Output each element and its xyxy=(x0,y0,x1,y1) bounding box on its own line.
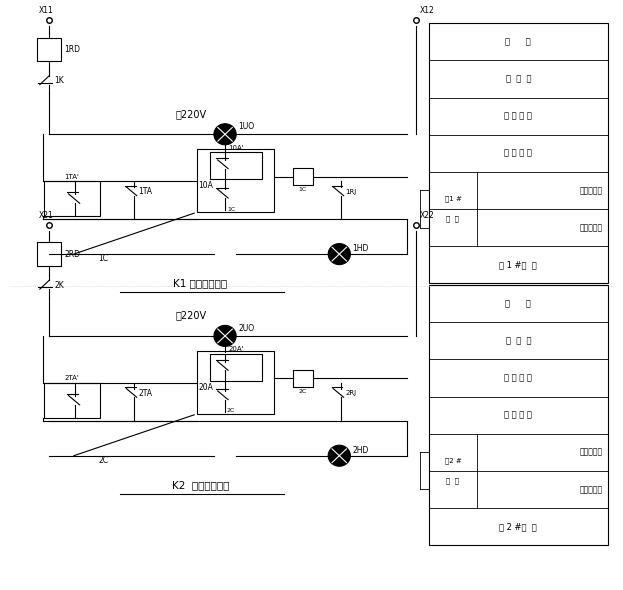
Text: 1C: 1C xyxy=(299,187,307,192)
Text: 10A: 10A xyxy=(199,181,214,190)
Text: ～220V: ～220V xyxy=(176,310,207,320)
Text: 2RJ: 2RJ xyxy=(346,390,356,396)
Circle shape xyxy=(214,124,236,145)
Text: 泵 1 #指  示: 泵 1 #指 示 xyxy=(500,260,537,269)
Bar xyxy=(197,149,275,212)
Text: 2UO: 2UO xyxy=(238,324,254,333)
Text: 1RJ: 1RJ xyxy=(346,189,357,195)
Text: 2C: 2C xyxy=(98,455,108,465)
Bar xyxy=(209,152,262,179)
Text: 电      源: 电 源 xyxy=(505,37,531,46)
Text: 起  停: 起 停 xyxy=(447,477,460,484)
Text: 1C: 1C xyxy=(98,254,108,263)
Bar xyxy=(429,285,608,545)
Text: ～220V: ～220V xyxy=(176,109,207,119)
Text: 1TA': 1TA' xyxy=(65,174,79,180)
Text: X22: X22 xyxy=(419,211,434,220)
Text: 1HD: 1HD xyxy=(352,244,369,253)
Text: 值班室控制: 值班室控制 xyxy=(579,485,602,494)
Text: X12: X12 xyxy=(419,6,434,15)
Text: K1 箱控制原理图: K1 箱控制原理图 xyxy=(173,278,227,289)
Text: 电 源 指 示: 电 源 指 示 xyxy=(505,149,532,158)
Bar xyxy=(44,181,100,216)
Text: 泵 2 #指  示: 泵 2 #指 示 xyxy=(500,522,537,531)
Text: 起  停: 起 停 xyxy=(447,216,460,222)
Text: 2TA: 2TA xyxy=(138,389,153,398)
Circle shape xyxy=(328,445,350,466)
Bar xyxy=(37,38,62,61)
Bar xyxy=(293,369,313,387)
Text: 电 源 指 示: 电 源 指 示 xyxy=(505,411,532,419)
Text: 1K: 1K xyxy=(54,76,64,85)
Text: X21: X21 xyxy=(39,211,54,220)
Text: 1TA: 1TA xyxy=(138,187,153,196)
Bar xyxy=(37,242,62,266)
Text: 2RD: 2RD xyxy=(65,250,80,258)
Text: 1C: 1C xyxy=(227,207,235,212)
Text: 2HD: 2HD xyxy=(352,445,369,454)
Text: 发油机控制: 发油机控制 xyxy=(579,186,602,195)
Text: 2TA': 2TA' xyxy=(65,375,79,382)
Circle shape xyxy=(328,244,350,264)
Text: 2K: 2K xyxy=(54,281,64,290)
Text: 10A': 10A' xyxy=(228,145,244,151)
Text: 发油机控制: 发油机控制 xyxy=(579,448,602,457)
Text: 2C: 2C xyxy=(298,389,307,394)
Text: 熔  断  器: 熔 断 器 xyxy=(506,336,531,345)
Bar xyxy=(429,23,608,283)
Text: 20A': 20A' xyxy=(228,346,244,352)
Text: 1UO: 1UO xyxy=(238,122,254,131)
Text: 值班室控制: 值班室控制 xyxy=(579,223,602,232)
Text: X11: X11 xyxy=(39,6,54,15)
Text: 拨 把 开 关: 拨 把 开 关 xyxy=(505,112,532,120)
Text: 熔  断  器: 熔 断 器 xyxy=(506,74,531,83)
Bar xyxy=(44,383,100,418)
Bar xyxy=(197,351,275,414)
Text: 拨 把 开 关: 拨 把 开 关 xyxy=(505,373,532,382)
Bar xyxy=(293,168,313,185)
Text: 20A: 20A xyxy=(199,383,214,392)
Text: 泵2 #: 泵2 # xyxy=(445,457,462,464)
Bar xyxy=(209,353,262,381)
Text: 2C: 2C xyxy=(227,408,235,414)
Text: 电      源: 电 源 xyxy=(505,299,531,308)
Text: K2  箱控制原理图: K2 箱控制原理图 xyxy=(172,480,229,490)
Circle shape xyxy=(214,326,236,346)
Text: 1RD: 1RD xyxy=(65,45,80,54)
Text: 泵1 #: 泵1 # xyxy=(445,196,462,202)
